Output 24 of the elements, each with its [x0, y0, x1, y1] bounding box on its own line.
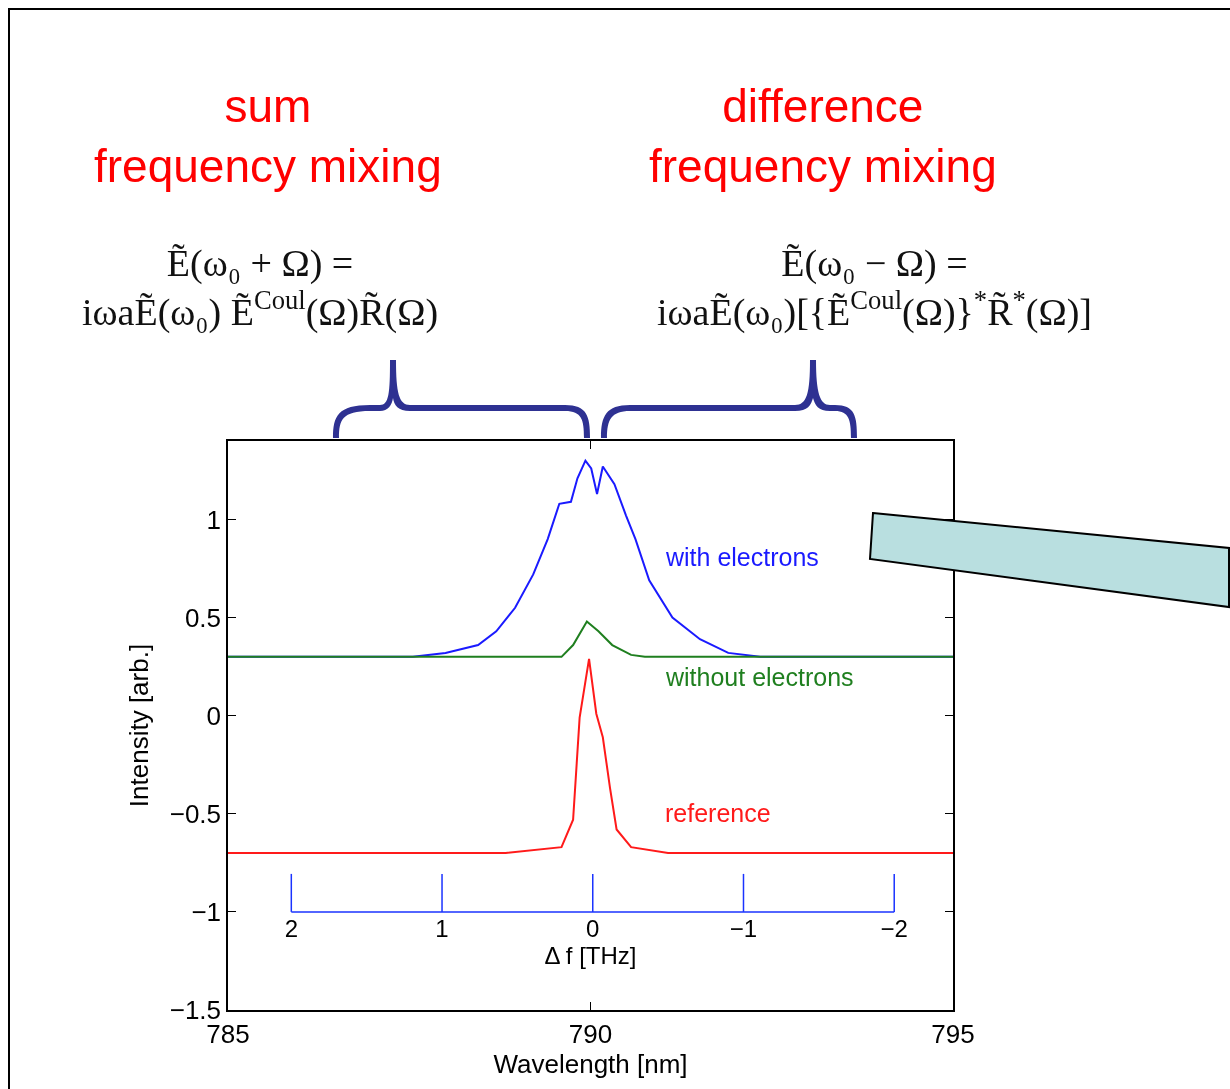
y-tick-label: −0.5 [169, 798, 222, 829]
x-tick-label: 790 [568, 1018, 613, 1049]
y-tick-label: 1 [206, 504, 222, 535]
y-tick-label: 0 [206, 700, 222, 731]
x2-axis-title: Δ f [THz] [544, 941, 637, 969]
x-tick-label: 795 [931, 1018, 975, 1049]
x2-tick-label: −2 [880, 914, 908, 942]
y-axis-title: Intensity [arb.] [123, 643, 154, 808]
x2-tick-label: 0 [586, 914, 600, 942]
text: Ẽ(ω₀ + Ω) = iωaẼ(ω₀) Ẽ$^{Coul}$(Ω)R̃(Ω) [82, 242, 439, 335]
text: difference frequency mixing [649, 80, 997, 192]
y-tick-label: 0.5 [184, 602, 222, 633]
line-series [228, 620, 953, 658]
x2-tick-label: −1 [729, 914, 758, 942]
series-label: without electrons [665, 663, 854, 691]
series-label: reference [665, 799, 771, 827]
text: sum frequency mixing [94, 80, 442, 192]
text: Ẽ(ω₀ − Ω) = iωaẼ(ω₀)[{Ẽ$^{Coul}$(Ω)}$^{*}$R̃$^{*}$(Ω)] [657, 242, 1093, 335]
series-label: with electrons [665, 543, 819, 571]
x2-tick-label: 1 [435, 914, 449, 942]
line-series [228, 657, 953, 855]
y-tick-label: −1 [191, 897, 222, 927]
x2-tick-label: 2 [284, 914, 298, 942]
x-axis-title: Wavelength [nm] [493, 1048, 688, 1079]
